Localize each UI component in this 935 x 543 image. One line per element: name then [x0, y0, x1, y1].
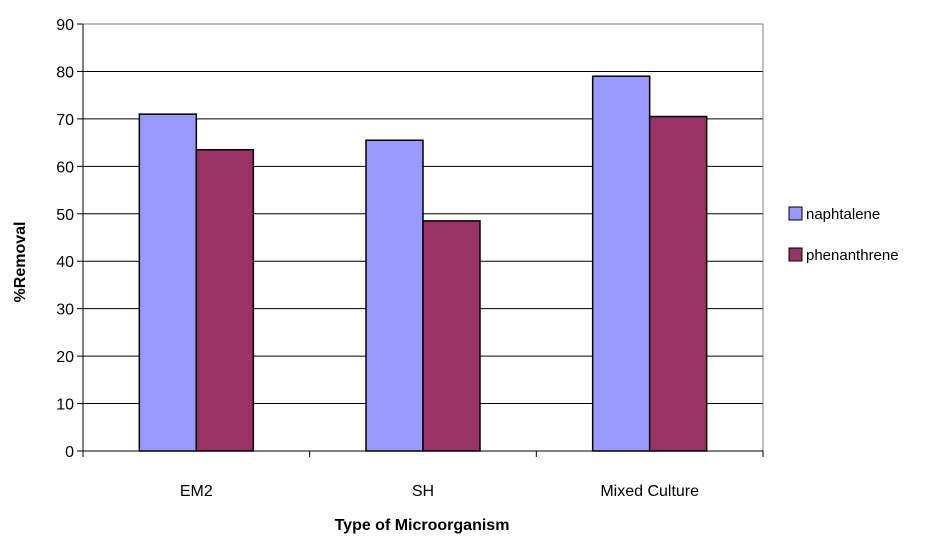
y-tick-label: 40 [56, 254, 74, 271]
bar-phenanthrene [422, 220, 481, 452]
legend-swatch-naphtalene [788, 206, 803, 221]
x-tick-label: SH [412, 483, 434, 500]
axes [77, 23, 764, 457]
legend: naphtalene phenanthrene [788, 206, 899, 264]
bars [138, 75, 708, 452]
legend-label-phenanthrene: phenanthrene [806, 247, 899, 264]
bar-phenanthrene [648, 115, 708, 452]
x-tick-label: EM2 [180, 483, 213, 500]
y-tick-labels: 0 10 20 30 40 50 60 70 80 90 [56, 17, 74, 461]
y-tick-label: 70 [56, 112, 74, 129]
bar-phenanthrene [195, 148, 255, 452]
y-tick-label: 80 [56, 64, 74, 81]
y-tick-label: 90 [56, 17, 74, 34]
x-tick-label: Mixed Culture [600, 483, 699, 500]
x-tick-labels: EM2 SH Mixed Culture [180, 483, 699, 500]
y-tick-label: 20 [56, 349, 74, 366]
bar-naphtalene [591, 75, 651, 452]
legend-swatch-phenanthrene [788, 247, 803, 262]
y-tick-label: 0 [65, 444, 74, 461]
bar-naphtalene [138, 113, 198, 452]
x-axis-label: Type of Microorganism [335, 517, 510, 534]
bar-naphtalene [365, 139, 424, 452]
y-tick-label: 60 [56, 159, 74, 176]
y-tick-label: 10 [56, 397, 74, 414]
y-tick-label: 50 [56, 207, 74, 224]
y-tick-label: 30 [56, 302, 74, 319]
y-axis-label: %Removal [12, 222, 29, 303]
legend-label-naphtalene: naphtalene [806, 206, 880, 223]
